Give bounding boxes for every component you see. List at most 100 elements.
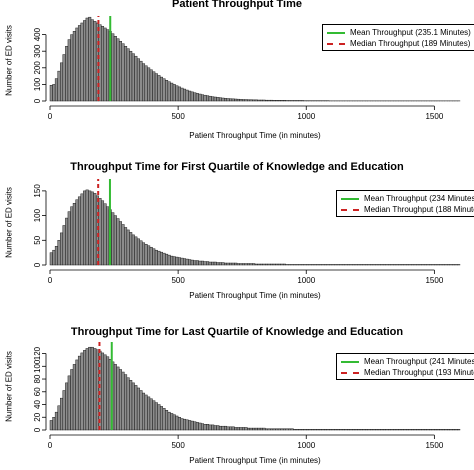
histogram-bar	[157, 250, 161, 266]
histogram-bar	[344, 429, 348, 431]
histogram-bar	[359, 429, 363, 431]
histogram-bar	[185, 419, 189, 431]
histogram-bar	[298, 429, 302, 431]
histogram-bar	[139, 60, 143, 102]
legend-item-median: Median Throughput (189 Minutes)	[327, 38, 471, 49]
histogram-bar	[193, 260, 197, 266]
histogram-bar	[183, 88, 187, 102]
histogram-bar	[275, 100, 279, 102]
histogram-bar	[226, 98, 230, 102]
histogram-bar	[198, 93, 202, 102]
histogram-bar	[216, 262, 220, 266]
histogram-bar	[65, 382, 69, 431]
histogram-bar	[162, 78, 166, 102]
legend-item-median: Median Throughput (188 Minutes)	[341, 204, 474, 215]
histogram-bar	[77, 196, 81, 266]
histogram-bar	[177, 417, 181, 431]
chart-panel-3: Throughput Time for Last Quartile of Kno…	[0, 314, 474, 470]
histogram-bar	[257, 427, 261, 431]
histogram-bar	[277, 263, 281, 266]
histogram-bar	[134, 55, 138, 102]
histogram-bar	[229, 262, 233, 266]
histogram-bar	[152, 248, 156, 266]
histogram-bar	[52, 249, 56, 266]
histogram-bar	[67, 39, 71, 102]
histogram-bar	[285, 100, 289, 102]
histogram-bar	[270, 99, 274, 102]
histogram-bar	[54, 411, 58, 431]
histogram-bar	[90, 346, 94, 431]
histogram-bar	[339, 429, 343, 431]
histogram-bar	[195, 260, 199, 266]
histogram-bar	[167, 254, 171, 266]
histogram-bar	[454, 429, 458, 431]
histogram-bar	[157, 404, 161, 431]
x-tick-label: 500	[171, 276, 185, 285]
histogram-bar	[126, 229, 130, 266]
histogram-bar	[106, 356, 110, 431]
histogram-bar	[149, 246, 153, 266]
histogram-bar	[211, 96, 215, 102]
histogram-bar	[295, 429, 299, 431]
histogram-bar	[101, 200, 105, 266]
histogram-bar	[265, 263, 269, 266]
histogram-bar	[370, 429, 374, 431]
histogram-bar	[229, 98, 233, 102]
histogram-bar	[149, 398, 153, 431]
y-tick-label: 300	[33, 44, 42, 58]
histogram-bar	[65, 217, 69, 266]
histogram-bar	[331, 429, 335, 431]
histogram-bar	[172, 256, 176, 266]
histogram-bar	[311, 429, 315, 431]
histogram-bar	[380, 429, 384, 431]
histogram-bar	[83, 20, 87, 102]
histogram-bar	[262, 427, 266, 431]
histogram-bar	[234, 262, 238, 266]
histogram-bar	[400, 429, 404, 431]
histogram-bar	[159, 406, 163, 431]
histogram-bar	[95, 349, 99, 431]
histogram-bar	[280, 100, 284, 102]
legend-label: Mean Throughput (234 Minutes)	[364, 194, 474, 203]
histogram-bar	[83, 190, 87, 266]
histogram-bar	[177, 86, 181, 102]
histogram-bar	[280, 428, 284, 431]
histogram-bar	[247, 427, 251, 431]
histogram-bar	[106, 206, 110, 266]
histogram-bar	[208, 95, 212, 102]
y-tick-label: 150	[33, 184, 42, 198]
histogram-bar	[103, 354, 107, 431]
legend-item-mean: Mean Throughput (241 Minutes)	[341, 356, 474, 367]
histogram-bar	[252, 427, 256, 431]
histogram-bar	[136, 238, 140, 266]
histogram-bar	[185, 258, 189, 266]
histogram-bar	[154, 402, 158, 431]
histogram-bar	[259, 427, 263, 431]
histogram-bar	[188, 259, 192, 266]
histogram-bar	[147, 396, 151, 431]
histogram-bar	[93, 21, 97, 102]
histogram-bar	[57, 240, 61, 266]
histogram-bar	[226, 262, 230, 266]
histogram-bar	[206, 261, 210, 266]
histogram-bar	[72, 364, 76, 431]
histogram-bar	[72, 203, 76, 266]
histogram-bar	[180, 257, 184, 266]
histogram-bar	[390, 429, 394, 431]
histogram-bar	[226, 426, 230, 431]
histogram-bar	[300, 100, 304, 102]
histogram-bar	[244, 99, 248, 102]
histogram-bar	[83, 350, 87, 431]
histogram-bar	[103, 203, 107, 266]
histogram-bar	[249, 263, 253, 266]
histogram-bar	[75, 199, 79, 266]
histogram-bar	[126, 48, 130, 102]
y-tick-label: 120	[33, 346, 42, 360]
histogram-bar	[147, 67, 151, 102]
y-tick-label: 0	[33, 262, 42, 267]
histogram-bar	[80, 352, 84, 431]
histogram-bar	[67, 375, 71, 431]
chart-panel-2: Throughput Time for First Quartile of Kn…	[0, 157, 474, 313]
histogram-bar	[131, 53, 135, 102]
